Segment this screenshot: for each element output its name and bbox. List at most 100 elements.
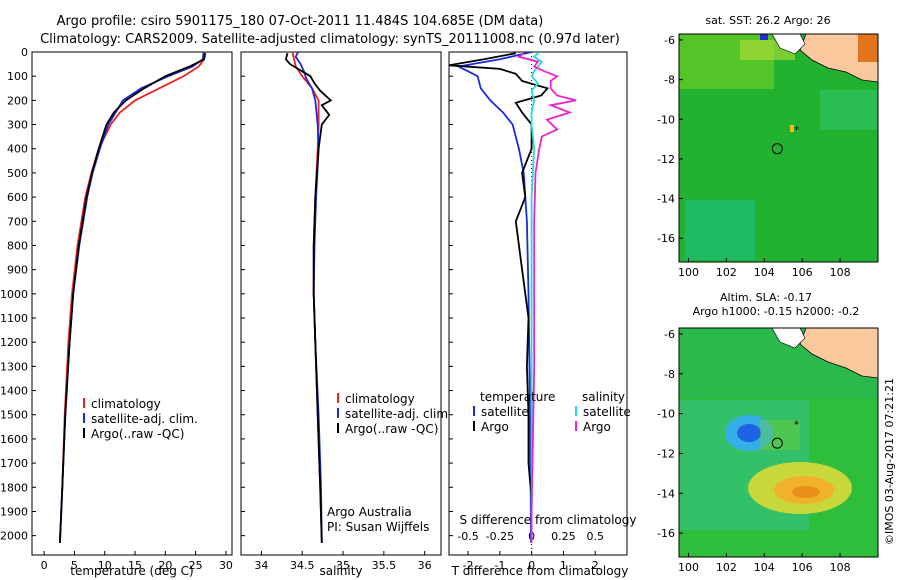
map-lat-tick-label: -6 (664, 328, 675, 341)
diff-legend-t-argo-label: Argo (481, 420, 509, 434)
s-difference-tick-label: -0.25 (486, 530, 514, 543)
map-lon-tick-label: 102 (716, 266, 737, 279)
map-lon-tick-label: 108 (830, 561, 851, 574)
header-line-1: Argo profile: csiro 5901175_180 07-Oct-2… (57, 14, 544, 29)
sal-legend-satellite-label: satellite-adj. clim. (345, 407, 452, 421)
legend-argo-label: Argo(..raw -QC) (91, 427, 184, 441)
map-lat-tick-label: -14 (657, 487, 675, 500)
salinity-axis-ticks: 34 34.5 35 35.5 36 (241, 51, 432, 572)
sla-argo-position-marker (771, 437, 783, 449)
depth-tick-label: 700 (7, 215, 28, 228)
s-difference-tick-label: -0.5 (457, 530, 478, 543)
map-lat-tick-label: -6 (664, 34, 675, 47)
sst-argo-position-marker (771, 143, 783, 155)
sla-land-java (799, 328, 878, 379)
depth-tick-label: 1000 (0, 288, 28, 301)
sst-cold-pixel (760, 34, 768, 40)
s-difference-tick-label: 0.25 (551, 530, 576, 543)
sla-map-panel: Altim. SLA: -0.17 Argo h1000: -0.15 h200… (657, 291, 879, 574)
depth-tick-label: 100 (7, 70, 28, 83)
temperature-lines (59, 52, 207, 543)
depth-tick-label: 1600 (0, 433, 28, 446)
map-lat-tick-label: -10 (657, 408, 675, 421)
depth-tick-label: 200 (7, 94, 28, 107)
t-difference-xlabel: T difference from climatology (451, 564, 629, 578)
series-temperature-satellite (455, 52, 532, 543)
series-salinity-satellite (530, 52, 544, 543)
difference-legend: temperature satellite Argo salinity sate… (473, 390, 631, 434)
temperature-tick-label: 25 (189, 559, 203, 572)
map-lat-tick-label: -16 (657, 232, 675, 245)
map-lon-tick-label: 106 (792, 266, 813, 279)
map-lon-tick-label: 104 (754, 266, 775, 279)
sla-high-core (792, 486, 820, 498)
temperature-legend: climatology satellite-adj. clim. Argo(..… (83, 397, 198, 441)
temperature-axes-frame (31, 51, 233, 556)
sla-star-marker: * (794, 420, 799, 431)
legend-temperature-heading: temperature (480, 390, 555, 404)
t-difference-tick-label: 0 (528, 559, 535, 572)
temperature-x-axis: 0 5 10 15 20 25 30 (41, 551, 233, 572)
t-difference-tick-label: -2 (463, 559, 474, 572)
sla-map-title-2: Argo h1000: -0.15 h2000: -0.2 (693, 305, 860, 318)
depth-tick-label: 300 (7, 119, 28, 132)
salinity-panel: 34 34.5 35 35.5 36 salinity climatology sate… (240, 51, 452, 578)
sst-map-panel: sat. SST: 26.2 Argo: 26 100 102 104 106 108 -… (657, 14, 879, 279)
map-lat-tick-label: -16 (657, 527, 675, 540)
map-lon-tick-label: 100 (678, 266, 699, 279)
salinity-tick-label: 35 (336, 559, 350, 572)
depth-tick-label: 500 (7, 167, 28, 180)
diff-legend-s-satellite-label: satellite (583, 405, 631, 419)
sst-star-marker: * (794, 125, 799, 136)
sst-map-title: sat. SST: 26.2 Argo: 26 (705, 14, 830, 27)
sla-map-title-1: Altim. SLA: -0.17 (720, 291, 812, 304)
map-lat-tick-label: -8 (664, 74, 675, 87)
temperature-tick-label: 15 (128, 559, 142, 572)
map-lat-tick-label: -8 (664, 368, 675, 381)
salinity-tick-label: 34 (254, 559, 268, 572)
legend-satellite-label: satellite-adj. clim. (91, 412, 198, 426)
depth-tick-label: 1200 (0, 336, 28, 349)
salinity-axes-frame (240, 51, 442, 556)
depth-tick-label: 0 (21, 46, 28, 59)
sst-map-field (679, 34, 878, 262)
salinity-legend: climatology satellite-adj. clim. Argo(..… (337, 392, 452, 436)
t-difference-tick-label: 2 (592, 559, 599, 572)
depth-tick-label: 800 (7, 239, 28, 252)
map-lon-tick-label: 102 (716, 561, 737, 574)
sst-land-sumatra (771, 34, 806, 55)
temperature-tick-label: 30 (219, 559, 233, 572)
temperature-tick-label: 5 (71, 559, 78, 572)
depth-tick-label: 1300 (0, 360, 28, 373)
map-lat-tick-label: -10 (657, 113, 675, 126)
depth-tick-label: 2000 (0, 530, 28, 543)
sst-cool-patch-sw (685, 200, 755, 260)
depth-tick-label: 1100 (0, 312, 28, 325)
sst-hot-pixel (790, 125, 794, 132)
series-argo-raw-qc- (59, 53, 207, 543)
argo-australia-label: Argo Australia (327, 505, 412, 519)
sal-legend-climatology-label: climatology (345, 392, 415, 406)
map-lon-tick-label: 108 (830, 266, 851, 279)
map-lon-tick-label: 106 (792, 561, 813, 574)
temperature-xlabel: temperature (deg C) (70, 564, 193, 578)
depth-tick-label: 600 (7, 191, 28, 204)
map-lon-tick-label: 104 (754, 561, 775, 574)
sla-light-patch (760, 420, 800, 450)
difference-axes-frame (448, 51, 628, 556)
sst-map-frame (678, 33, 879, 263)
t-difference-tick-label: -1 (494, 559, 505, 572)
sla-map-field (679, 328, 878, 557)
imos-credit: ©IMOS 03-Aug-2017 07:21:21 (883, 378, 896, 545)
depth-tick-label: 1500 (0, 409, 28, 422)
salinity-lines (284, 52, 333, 543)
depth-tick-label: 400 (7, 143, 28, 156)
sst-hot-corner (858, 34, 878, 62)
sla-map-ticks: 100 102 104 106 108 -6 -8 -10 -12 -14 -16 (657, 328, 851, 574)
series-temperature-argo (449, 52, 550, 543)
sla-low-core (737, 424, 761, 442)
s-difference-tick-label: 0.5 (586, 530, 604, 543)
